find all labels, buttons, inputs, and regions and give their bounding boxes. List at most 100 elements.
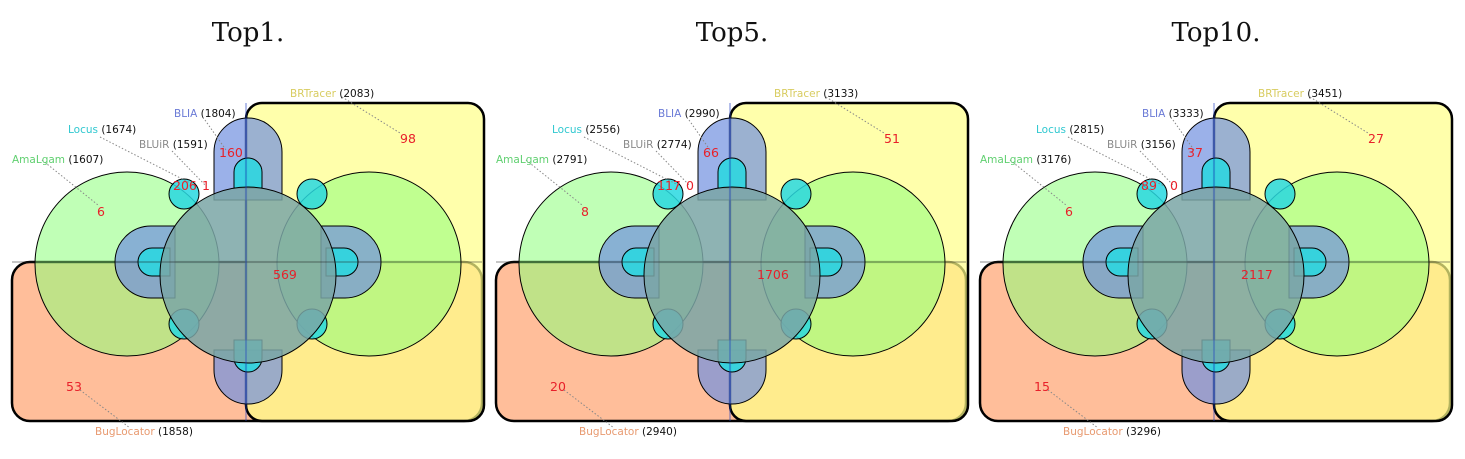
- set-name: BRTracer: [774, 88, 823, 100]
- locus-bump-corner: [1264, 178, 1296, 210]
- set-name: BLIA: [658, 108, 685, 120]
- locus-bump-corner: [296, 178, 328, 210]
- set-size: (3133): [823, 88, 858, 100]
- set-size: (1858): [158, 426, 193, 438]
- brtracer-leader: [341, 96, 401, 134]
- set-size: (3333): [1169, 108, 1204, 120]
- set-label-bluir: BLUiR (2774): [623, 139, 692, 151]
- locus-bump-corner: [652, 178, 684, 210]
- set-name: AmaLgam: [496, 154, 552, 166]
- set-name: Locus: [552, 124, 585, 136]
- set-name: BugLocator: [95, 426, 158, 438]
- region-count-bug-only: 15: [1034, 379, 1050, 394]
- bluir-region: [1127, 186, 1305, 364]
- set-name: BLIA: [174, 108, 201, 120]
- venn-diagram: BRTracer (2083)BLIA (1804)Locus (1674)BL…: [10, 88, 486, 438]
- bluir-leader: [1139, 150, 1175, 187]
- region-count-locus-only: 117: [657, 178, 681, 193]
- set-label-amalgam: AmaLgam (3176): [980, 154, 1071, 166]
- region-count-brtracer-only: 98: [400, 131, 416, 146]
- region-count-locus-only: 206: [173, 178, 197, 193]
- region-count-blia-only: 160: [219, 145, 243, 160]
- set-label-amalgam: AmaLgam (2791): [496, 154, 587, 166]
- region-count-amalgam-only: 8: [581, 204, 589, 219]
- region-count-all: 569: [273, 267, 297, 282]
- set-name: AmaLgam: [12, 154, 68, 166]
- set-name: BRTracer: [1258, 88, 1307, 100]
- set-name: Locus: [68, 124, 101, 136]
- set-label-blia: BLIA (1804): [174, 108, 236, 120]
- locus-bump-top: [233, 157, 263, 189]
- bluir-leader: [655, 150, 691, 187]
- set-label-locus: Locus (2815): [1036, 124, 1104, 136]
- blia-leader: [1172, 119, 1195, 151]
- set-label-brtracer: BRTracer (2083): [290, 88, 374, 100]
- locus-bump-corner: [780, 178, 812, 210]
- set-size: (2774): [657, 139, 692, 151]
- set-size: (2791): [552, 154, 587, 166]
- set-size: (2940): [642, 426, 677, 438]
- blia-leader: [204, 119, 227, 151]
- set-label-blia: BLIA (3333): [1142, 108, 1204, 120]
- locus-leader: [583, 136, 681, 187]
- set-label-locus: Locus (1674): [68, 124, 136, 136]
- set-label-buglocator: BugLocator (3296): [1063, 426, 1161, 438]
- set-name: Locus: [1036, 124, 1069, 136]
- amalgam-leader: [41, 159, 99, 206]
- brtracer-leader: [1309, 96, 1369, 134]
- locus-bump-corner: [168, 178, 200, 210]
- set-name: BLIA: [1142, 108, 1169, 120]
- set-name: AmaLgam: [980, 154, 1036, 166]
- set-size: (3176): [1036, 154, 1071, 166]
- set-label-buglocator: BugLocator (2940): [579, 426, 677, 438]
- set-size: (3156): [1141, 139, 1176, 151]
- panel-title: Top5.: [695, 18, 769, 48]
- set-name: BRTracer: [290, 88, 339, 100]
- set-name: BLUiR: [1107, 139, 1141, 151]
- set-label-buglocator: BugLocator (1858): [95, 426, 193, 438]
- set-size: (3296): [1126, 426, 1161, 438]
- set-size: (2815): [1069, 124, 1104, 136]
- locus-bump-top: [1201, 157, 1231, 189]
- set-size: (2083): [339, 88, 374, 100]
- blia-lobe-bottom: [213, 349, 283, 405]
- venn-diagram: BRTracer (3451)BLIA (3333)Locus (2815)BL…: [978, 88, 1454, 438]
- set-label-blia: BLIA (2990): [658, 108, 720, 120]
- region-count-all: 2117: [1241, 267, 1273, 282]
- region-count-amalgam-only: 6: [97, 204, 105, 219]
- set-name: BugLocator: [1063, 426, 1126, 438]
- set-size: (1674): [101, 124, 136, 136]
- set-size: (1804): [201, 108, 236, 120]
- locus-bump-top: [717, 157, 747, 189]
- bluir-region: [159, 186, 337, 364]
- panel-title: Top10.: [1171, 18, 1261, 48]
- venn-diagram: BRTracer (3133)BLIA (2990)Locus (2556)BL…: [494, 88, 970, 438]
- set-label-bluir: BLUiR (1591): [139, 139, 208, 151]
- set-label-amalgam: AmaLgam (1607): [12, 154, 103, 166]
- set-size: (3451): [1307, 88, 1342, 100]
- region-count-bluir-only: 0: [686, 178, 694, 193]
- region-count-amalgam-only: 6: [1065, 204, 1073, 219]
- region-count-brtracer-only: 27: [1368, 131, 1384, 146]
- set-size: (2556): [585, 124, 620, 136]
- set-label-brtracer: BRTracer (3133): [774, 88, 858, 100]
- set-name: BugLocator: [579, 426, 642, 438]
- set-label-bluir: BLUiR (3156): [1107, 139, 1176, 151]
- region-count-brtracer-only: 51: [884, 131, 900, 146]
- region-count-bug-only: 20: [550, 379, 566, 394]
- region-count-bug-only: 53: [66, 379, 82, 394]
- region-count-blia-only: 66: [703, 145, 719, 160]
- bluir-region: [643, 186, 821, 364]
- region-count-bluir-only: 0: [1170, 178, 1178, 193]
- set-label-brtracer: BRTracer (3451): [1258, 88, 1342, 100]
- blia-leader: [688, 119, 711, 151]
- amalgam-leader: [1009, 159, 1067, 206]
- amalgam-leader: [525, 159, 583, 206]
- region-count-locus-only: 89: [1141, 178, 1157, 193]
- bluir-leader: [171, 150, 207, 187]
- brtracer-leader: [825, 96, 885, 134]
- region-count-all: 1706: [757, 267, 789, 282]
- blia-lobe-bottom: [1181, 349, 1251, 405]
- set-size: (1607): [68, 154, 103, 166]
- locus-leader: [1067, 136, 1165, 187]
